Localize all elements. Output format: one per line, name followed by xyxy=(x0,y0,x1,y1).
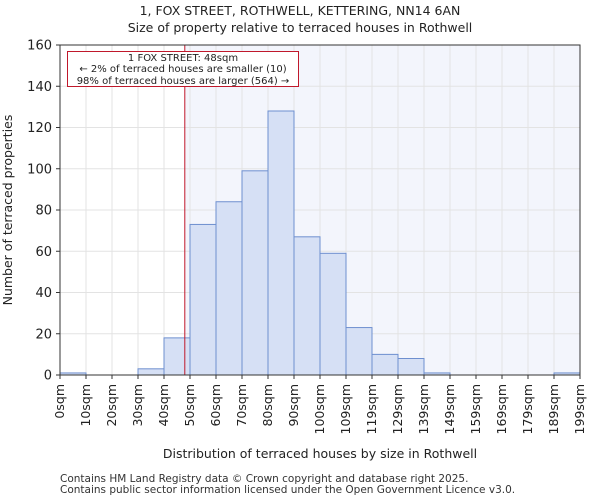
x-tick-label: 139sqm xyxy=(416,384,431,434)
x-tick-label: 70sqm xyxy=(234,384,249,427)
histogram-bar xyxy=(293,236,321,376)
histogram-bar xyxy=(397,358,425,376)
chart-title-address: 1, FOX STREET, ROTHWELL, KETTERING, NN14… xyxy=(139,3,461,18)
x-tick-label: 20sqm xyxy=(104,384,119,427)
x-tick-label: 90sqm xyxy=(286,384,301,427)
x-tick-label: 100sqm xyxy=(312,384,327,434)
histogram-bar xyxy=(189,223,217,376)
x-tick-label: 0sqm xyxy=(52,384,67,419)
footer-copyright: Contains HM Land Registry data © Crown c… xyxy=(60,473,469,485)
histogram-bar xyxy=(319,252,347,376)
x-tick-label: 169sqm xyxy=(494,384,509,434)
y-axis-label: Number of terraced properties xyxy=(0,115,15,306)
annotation-line-1: 1 FOX STREET: 48sqm xyxy=(127,53,239,64)
x-axis-label: Distribution of terraced houses by size … xyxy=(163,446,477,461)
x-tick-label: 119sqm xyxy=(364,384,379,434)
histogram-bar xyxy=(345,327,373,376)
x-tick-label: 189sqm xyxy=(546,384,561,434)
histogram-bar xyxy=(241,170,269,376)
histogram-bar xyxy=(163,337,191,376)
x-tick-label: 30sqm xyxy=(130,384,145,427)
y-tick-label: 20 xyxy=(35,327,52,342)
x-tick-label: 50sqm xyxy=(182,384,197,427)
y-tick-label: 120 xyxy=(27,121,52,136)
histogram-bar xyxy=(267,110,295,376)
y-tick-label: 40 xyxy=(35,286,52,301)
x-tick-label: 179sqm xyxy=(520,384,535,434)
y-tick-label: 0 xyxy=(44,369,52,384)
histogram-bar xyxy=(215,201,243,376)
y-tick-label: 100 xyxy=(27,162,52,177)
chart-title-subtitle: Size of property relative to terraced ho… xyxy=(127,20,473,35)
x-tick-label: 159sqm xyxy=(468,384,483,434)
y-tick-label: 140 xyxy=(27,80,52,95)
x-tick-label: 109sqm xyxy=(338,384,353,434)
x-tick-label: 10sqm xyxy=(78,384,93,427)
y-tick-label: 80 xyxy=(35,204,52,219)
y-tick-label: 160 xyxy=(27,39,52,54)
histogram-bar xyxy=(137,368,165,376)
x-tick-label: 199sqm xyxy=(572,384,587,434)
y-tick-label: 60 xyxy=(35,245,52,260)
x-tick-label: 149sqm xyxy=(442,384,457,434)
x-tick-label: 60sqm xyxy=(208,384,223,427)
x-tick-label: 40sqm xyxy=(156,384,171,427)
footer-licence: Contains public sector information licen… xyxy=(60,484,516,496)
histogram-bar xyxy=(371,353,399,376)
x-tick-label: 129sqm xyxy=(390,384,405,434)
x-tick-label: 80sqm xyxy=(260,384,275,427)
property-annotation-box: 1 FOX STREET: 48sqm ← 2% of terraced hou… xyxy=(67,51,299,87)
annotation-line-2: ← 2% of terraced houses are smaller (10) xyxy=(79,64,287,76)
annotation-line-3: 98% of terraced houses are larger (564) … xyxy=(76,75,290,87)
